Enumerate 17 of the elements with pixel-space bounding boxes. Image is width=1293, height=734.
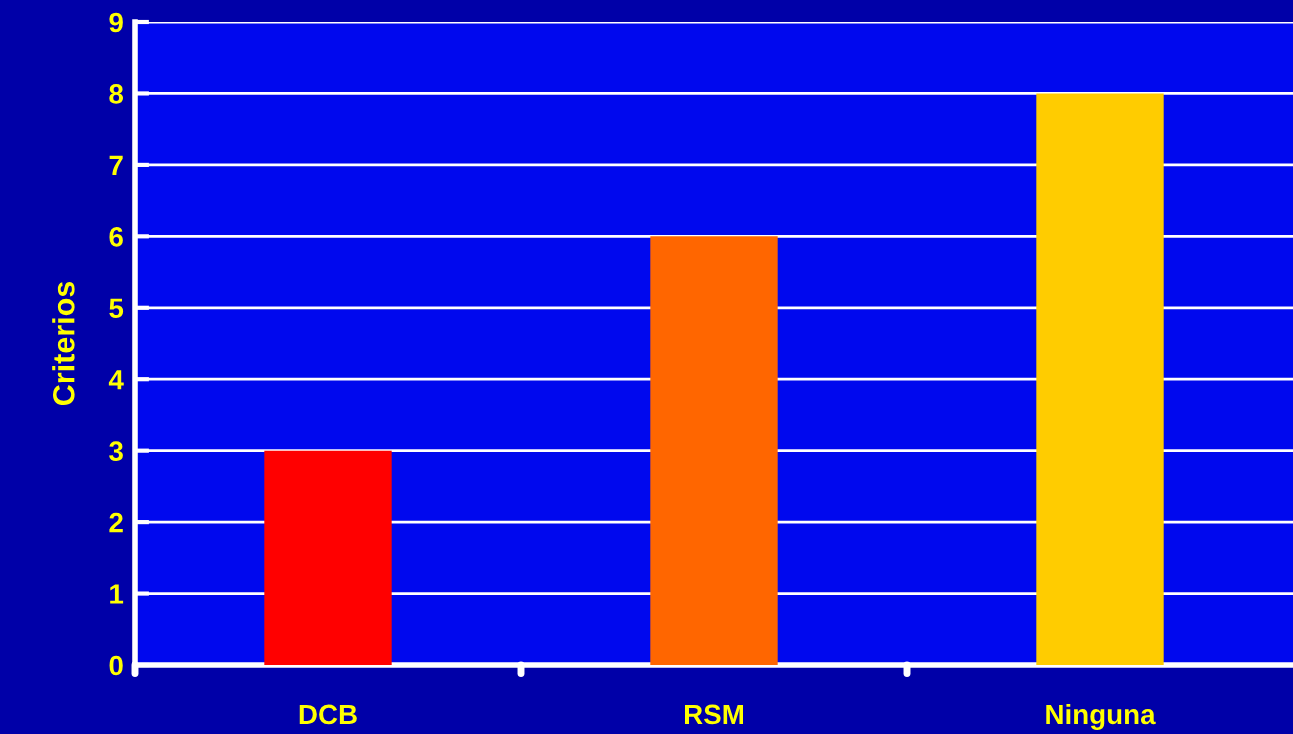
- y-tick-label: 3: [109, 441, 123, 462]
- y-tick-label: 4: [108, 370, 124, 390]
- x-tick-label: DCB: [299, 704, 357, 725]
- y-tick-label: 8: [109, 84, 124, 104]
- x-tick-label: Ninguna: [1046, 703, 1156, 730]
- y-axis-title: Criterios: [52, 281, 75, 406]
- bar: [264, 450, 392, 665]
- bar: [1036, 93, 1164, 665]
- y-tick-label: 6: [109, 227, 123, 247]
- y-tick-label: 5: [109, 298, 124, 319]
- y-tick-label: 2: [109, 512, 123, 533]
- bar: [650, 236, 778, 665]
- y-tick-label: 9: [109, 12, 123, 33]
- x-tick-label: RSM: [684, 704, 743, 725]
- y-tick-label: 0: [109, 655, 123, 676]
- y-tick-label: 1: [110, 584, 124, 604]
- y-tick-label: 7: [109, 155, 123, 175]
